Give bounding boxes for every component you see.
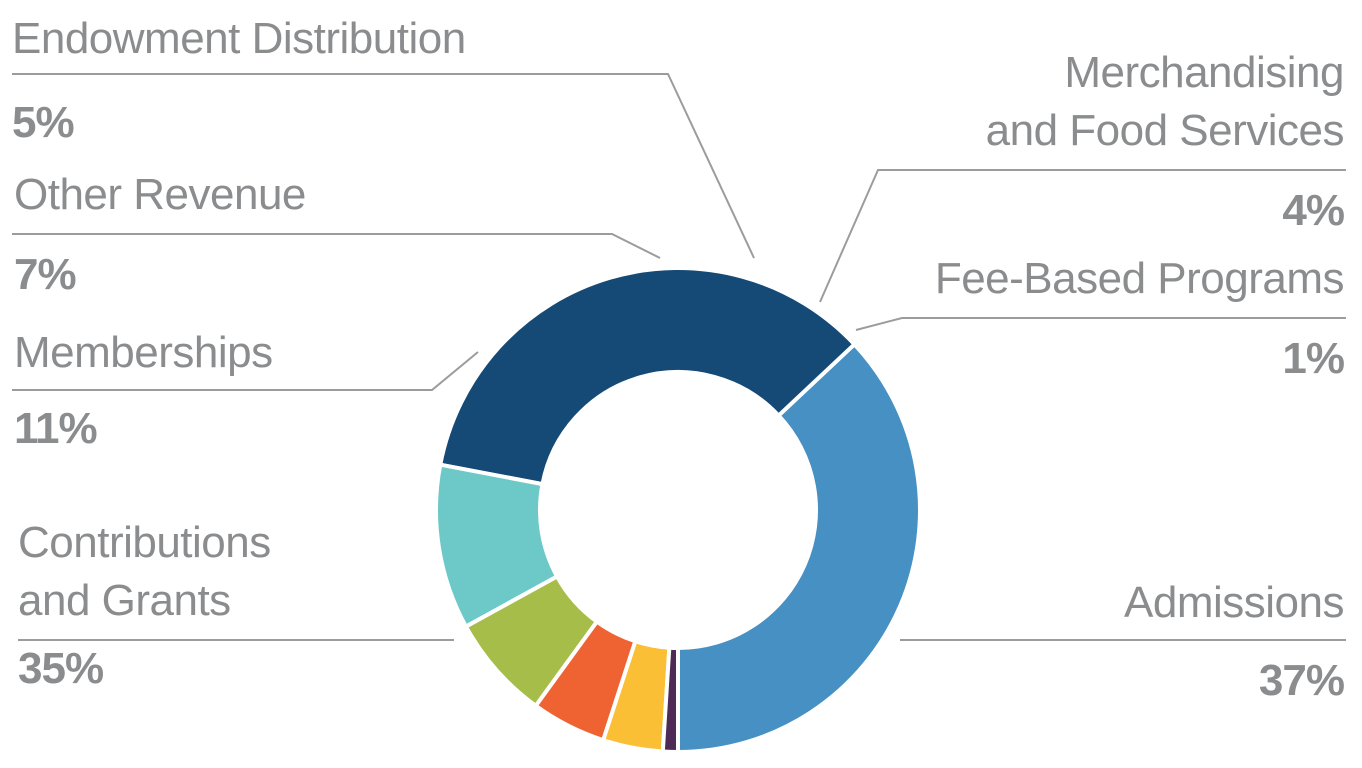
slice-admissions — [676, 341, 922, 755]
slice-name-other-revenue: Other Revenue — [14, 170, 306, 219]
leader-fee-based-programs — [855, 317, 1346, 331]
slice-percent-fee-based-programs: 1% — [1282, 334, 1345, 383]
label-endowment-distribution: Endowment Distribution 5% — [12, 10, 466, 148]
slice-percent-merchandising-and-food-services: 4% — [1282, 186, 1345, 235]
label-admissions: Admissions 37% — [1124, 574, 1345, 706]
slice-percent-endowment-distribution: 5% — [12, 98, 75, 147]
label-contributions-and-grants: Contributions and Grants 35% — [18, 514, 271, 694]
leader-other-revenue — [12, 233, 661, 259]
leader-endowment-distribution — [12, 73, 755, 259]
leader-memberships — [12, 351, 479, 391]
slice-contributions-and-grants — [437, 266, 858, 487]
slice-name-contributions-and-grants: Contributions and Grants — [18, 518, 271, 625]
slice-name-admissions: Admissions — [1124, 578, 1344, 627]
slice-name-endowment-distribution: Endowment Distribution — [12, 14, 466, 63]
slice-name-fee-based-programs: Fee-Based Programs — [934, 254, 1345, 303]
label-memberships: Memberships 11% — [14, 324, 273, 454]
slice-name-memberships: Memberships — [14, 328, 273, 377]
slice-percent-contributions-and-grants: 35% — [18, 644, 104, 693]
slice-percent-other-revenue: 7% — [14, 250, 77, 299]
slice-percent-admissions: 37% — [1258, 656, 1345, 705]
label-fee-based-programs: Fee-Based Programs 1% — [934, 250, 1345, 384]
label-other-revenue: Other Revenue 7% — [14, 166, 306, 300]
slice-fee-based-programs — [660, 645, 680, 755]
slice-percent-memberships: 11% — [14, 404, 98, 453]
label-merchandising-and-food-services: Merchandising and Food Services 4% — [985, 44, 1345, 236]
slice-name-merchandising-and-food-services: Merchandising and Food Services — [985, 48, 1345, 155]
leader-merchandising-and-food-services — [819, 169, 1346, 303]
